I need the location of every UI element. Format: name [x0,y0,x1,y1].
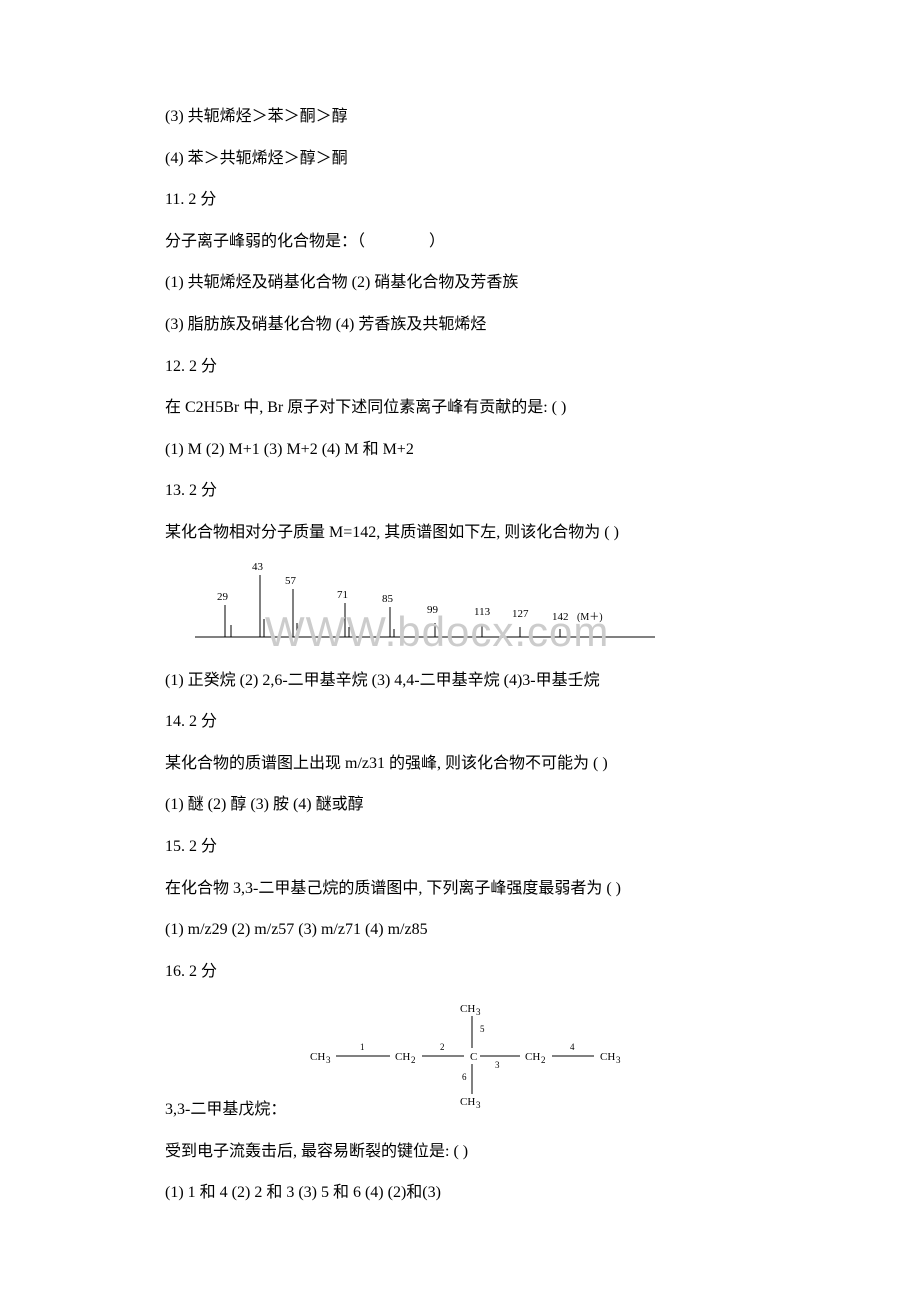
q10-option-3: (3) 共轭烯烃＞苯＞酮＞醇 [165,96,755,138]
svg-text:CH: CH [460,1003,475,1015]
svg-text:CH: CH [460,1096,475,1108]
svg-text:3: 3 [476,1100,481,1110]
q13-stem: 某化合物相对分子质量 M=142, 其质谱图如下左, 则该化合物为 ( ) [165,512,755,554]
svg-text:C: C [470,1051,477,1063]
svg-text:CH: CH [600,1051,615,1063]
q12-options: (1) M (2) M+1 (3) M+2 (4) M 和 M+2 [165,429,755,471]
svg-text:71: 71 [337,589,348,601]
svg-text:3: 3 [616,1055,621,1065]
svg-text:43: 43 [252,562,264,573]
q13-header: 13. 2 分 [165,470,755,512]
q11-stem: 分子离子峰弱的化合物是：（ ） [165,221,755,263]
q15-options: (1) m/z29 (2) m/z57 (3) m/z71 (4) m/z85 [165,909,755,951]
svg-text:2: 2 [440,1042,445,1052]
svg-text:113: 113 [474,606,491,618]
svg-text:57: 57 [285,575,297,587]
svg-text:CH: CH [525,1051,540,1063]
q16-header: 16. 2 分 [165,951,755,993]
q11-header: 11. 2 分 [165,179,755,221]
svg-text:2: 2 [411,1055,416,1065]
mass-spectrum-chart: 294357718599113127142(M＋) WWW.bdocx.com [185,562,755,652]
svg-text:3: 3 [476,1007,481,1017]
svg-text:3: 3 [495,1060,500,1070]
q14-header: 14. 2 分 [165,701,755,743]
q10-option-4: (4) 苯＞共轭烯烃＞醇＞酮 [165,138,755,180]
svg-text:2: 2 [541,1055,546,1065]
q14-stem: 某化合物的质谱图上出现 m/z31 的强峰, 则该化合物不可能为 ( ) [165,743,755,785]
svg-text:1: 1 [360,1042,365,1052]
q15-stem: 在化合物 3,3-二甲基己烷的质谱图中, 下列离子峰强度最弱者为 ( ) [165,868,755,910]
svg-text:127: 127 [512,608,529,620]
structure-diagram: 123456CH3CH3CH2CCH2CH3CH3 [165,1000,755,1115]
spectrum-svg: 29 43 57 71 85 99 113 127 142 (M＋) [185,562,665,652]
svg-text:CH: CH [395,1051,410,1063]
svg-text:29: 29 [217,591,229,603]
svg-text:3: 3 [326,1055,331,1065]
q11-options-12: (1) 共轭烯烃及硝基化合物 (2) 硝基化合物及芳香族 [165,262,755,304]
svg-text:85: 85 [382,593,394,605]
q12-stem: 在 C2H5Br 中, Br 原子对下述同位素离子峰有贡献的是: ( ) [165,387,755,429]
q15-header: 15. 2 分 [165,826,755,868]
q16-stem: 受到电子流轰击后, 最容易断裂的键位是: ( ) [165,1131,755,1173]
q14-options: (1) 醚 (2) 醇 (3) 胺 (4) 醚或醇 [165,784,755,826]
q16-options: (1) 1 和 4 (2) 2 和 3 (3) 5 和 6 (4) (2)和(3… [165,1172,755,1214]
q12-header: 12. 2 分 [165,346,755,388]
q11-options-34: (3) 脂肪族及硝基化合物 (4) 芳香族及共轭烯烃 [165,304,755,346]
structure-svg: 123456CH3CH3CH2CCH2CH3CH3 [290,1000,630,1110]
svg-text:142: 142 [552,611,569,623]
svg-text:(M＋): (M＋) [577,612,603,623]
svg-text:5: 5 [480,1024,485,1034]
svg-text:4: 4 [570,1042,575,1052]
svg-text:99: 99 [427,604,439,616]
svg-text:6: 6 [462,1072,467,1082]
q13-options: (1) 正癸烷 (2) 2,6-二甲基辛烷 (3) 4,4-二甲基辛烷 (4)3… [165,660,755,702]
svg-text:CH: CH [310,1051,325,1063]
